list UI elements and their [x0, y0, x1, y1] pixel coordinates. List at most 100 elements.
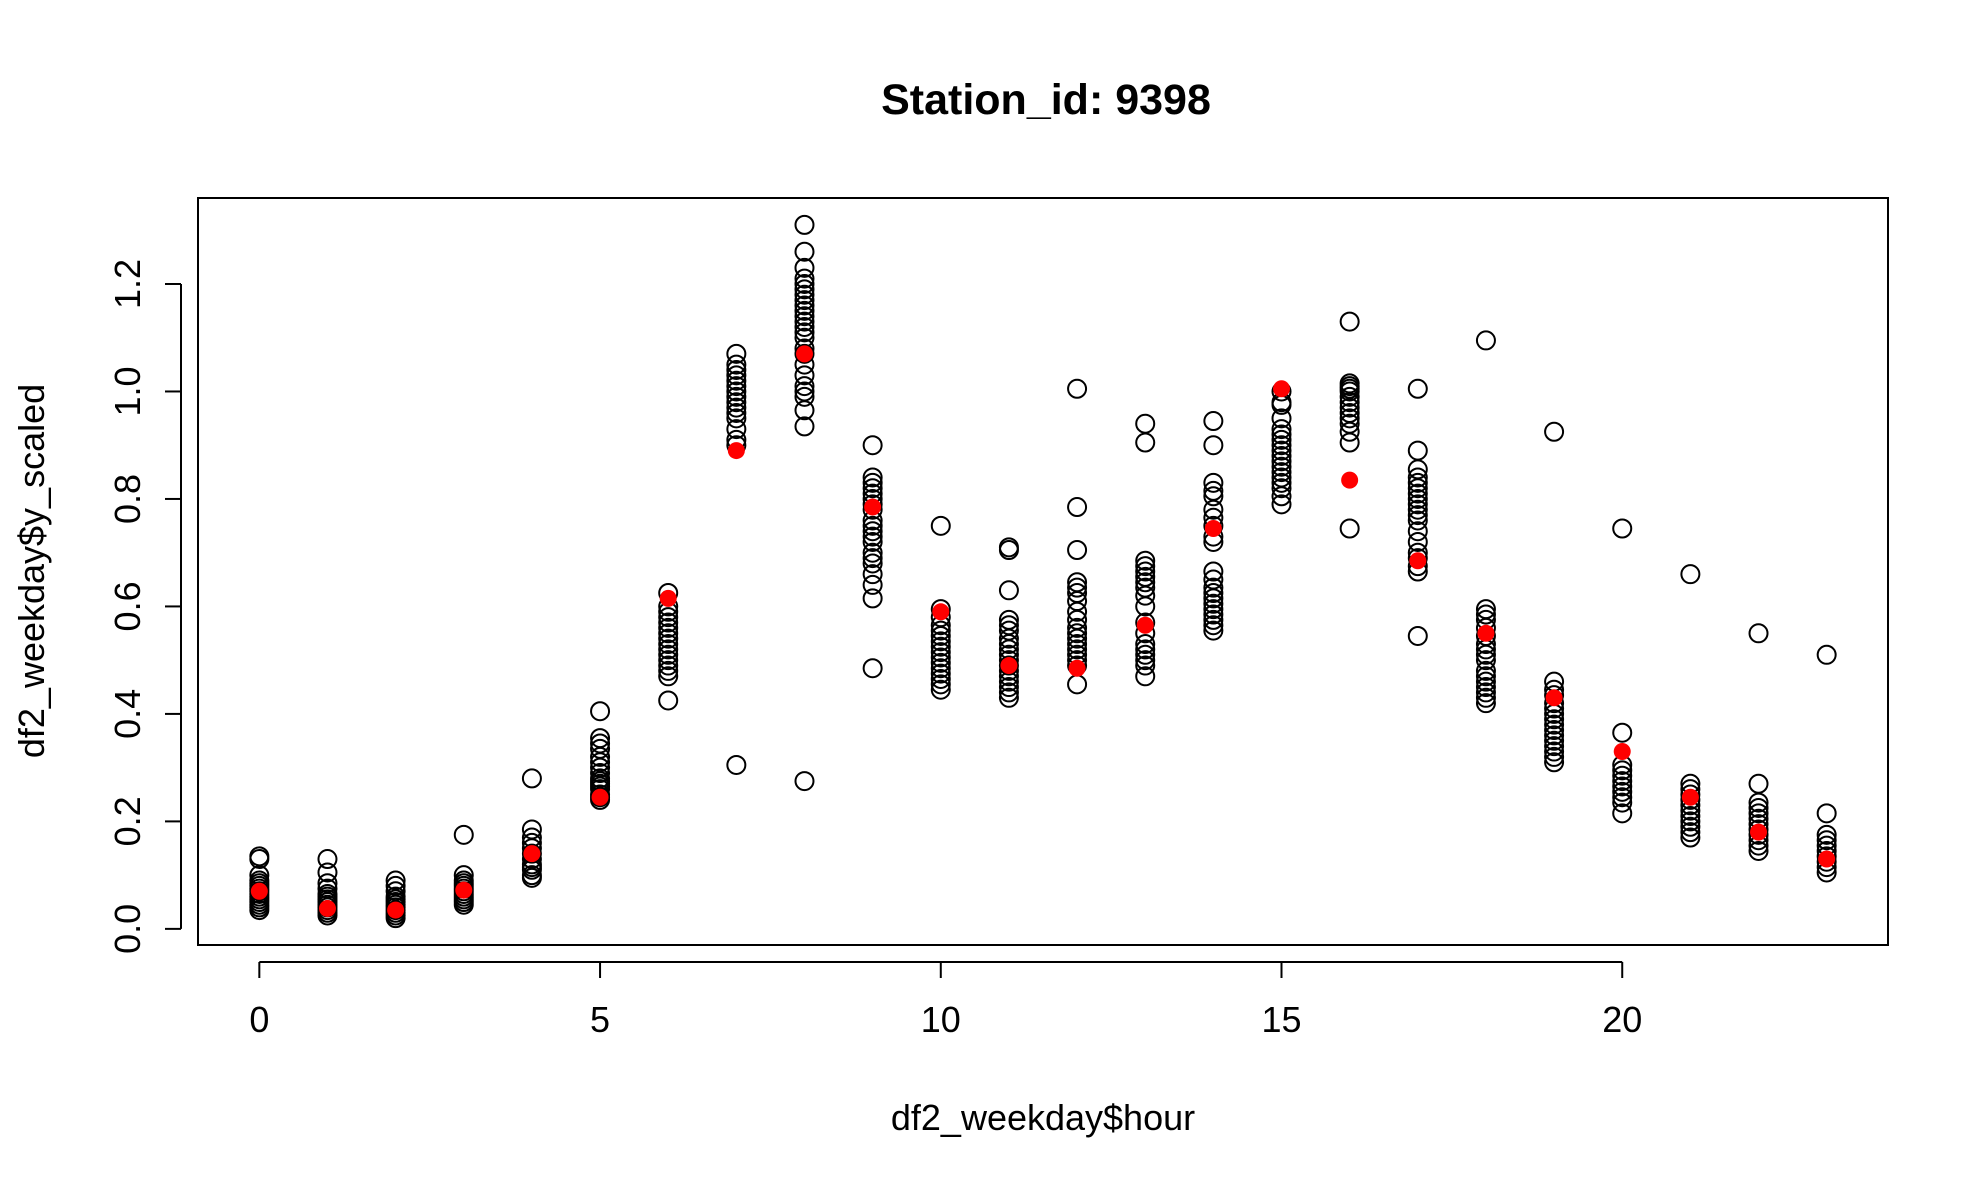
mean-point	[1818, 850, 1836, 868]
observation-point	[1135, 572, 1156, 593]
observation-point	[1339, 518, 1360, 539]
observation-point	[1203, 577, 1224, 598]
observation-point	[998, 682, 1019, 703]
observation-point	[1680, 827, 1701, 848]
observation-point	[1203, 561, 1224, 582]
observation-point	[1612, 760, 1633, 781]
observation-point	[1544, 720, 1565, 741]
observation-point	[1135, 644, 1156, 665]
observation-point	[726, 354, 747, 375]
mean-point	[1750, 823, 1768, 841]
observation-point	[1135, 650, 1156, 671]
mean-point	[1204, 520, 1222, 538]
observation-point	[1748, 840, 1769, 861]
observation-point	[862, 472, 883, 493]
observation-point	[794, 343, 815, 364]
observation-point	[862, 526, 883, 547]
observation-point	[1135, 550, 1156, 571]
mean-point	[864, 498, 882, 516]
observation-point	[1748, 797, 1769, 818]
observation-point	[1407, 440, 1428, 461]
observation-point	[1203, 486, 1224, 507]
observation-point	[930, 647, 951, 668]
mean-point	[727, 442, 745, 460]
mean-point	[1068, 659, 1086, 677]
observation-point	[590, 701, 611, 722]
observation-point	[726, 365, 747, 386]
observation-point	[726, 397, 747, 418]
x-tick-label: 5	[590, 999, 610, 1040]
observations-series	[249, 214, 1837, 929]
observation-point	[1475, 599, 1496, 620]
observation-point	[726, 381, 747, 402]
observation-point	[1544, 725, 1565, 746]
observation-point	[317, 873, 338, 894]
observation-point	[658, 607, 679, 628]
observation-point	[1407, 378, 1428, 399]
observation-point	[1067, 378, 1088, 399]
observation-point	[794, 306, 815, 327]
observation-point	[794, 771, 815, 792]
observation-point	[658, 644, 679, 665]
observation-point	[862, 548, 883, 569]
observation-point	[1612, 771, 1633, 792]
observation-point	[1203, 593, 1224, 614]
observation-point	[794, 279, 815, 300]
y-axis: 0.0 0.2 0.4 0.6 0.8 1.0 1.2	[107, 259, 182, 954]
observation-point	[1612, 765, 1633, 786]
observation-point	[862, 478, 883, 499]
observation-point	[930, 642, 951, 663]
observation-point	[590, 728, 611, 749]
mean-point	[1477, 624, 1495, 642]
observation-point	[249, 846, 270, 867]
observation-point	[1544, 752, 1565, 773]
observation-point	[1271, 435, 1292, 456]
observation-point	[1271, 429, 1292, 450]
mean-point	[1000, 657, 1018, 675]
observation-point	[385, 875, 406, 896]
observation-point	[521, 865, 542, 886]
observation-point	[1475, 682, 1496, 703]
observation-point	[1407, 488, 1428, 509]
observation-point	[1612, 787, 1633, 808]
observation-point	[1271, 467, 1292, 488]
observation-point	[726, 370, 747, 391]
observation-point	[1475, 693, 1496, 714]
observation-point	[1339, 373, 1360, 394]
observation-point	[794, 268, 815, 289]
observation-point	[862, 658, 883, 679]
observation-point	[590, 763, 611, 784]
observation-point	[521, 768, 542, 789]
observation-point	[1339, 413, 1360, 434]
mean-point	[659, 589, 677, 607]
observation-point	[794, 290, 815, 311]
observation-point	[1203, 435, 1224, 456]
observation-point	[658, 617, 679, 638]
mean-point	[250, 882, 268, 900]
observation-point	[726, 754, 747, 775]
observation-point	[862, 542, 883, 563]
observation-point	[1271, 424, 1292, 445]
observation-point	[1271, 419, 1292, 440]
observation-point	[1203, 582, 1224, 603]
observation-point	[658, 628, 679, 649]
observation-point	[1203, 620, 1224, 641]
observation-point	[1475, 687, 1496, 708]
observation-point	[1271, 494, 1292, 515]
chart-title: Station_id: 9398	[881, 76, 1211, 124]
observation-point	[794, 365, 815, 386]
observation-point	[1203, 472, 1224, 493]
observation-point	[998, 615, 1019, 636]
x-tick-label: 10	[921, 999, 961, 1040]
observation-point	[998, 677, 1019, 698]
observation-point	[1135, 655, 1156, 676]
observation-point	[1271, 456, 1292, 477]
observation-point	[1271, 408, 1292, 429]
observation-point	[726, 343, 747, 364]
observation-point	[658, 639, 679, 660]
observation-point	[1816, 803, 1837, 824]
observation-point	[726, 392, 747, 413]
observation-point	[794, 273, 815, 294]
observation-point	[930, 658, 951, 679]
mean-point	[1341, 471, 1359, 489]
